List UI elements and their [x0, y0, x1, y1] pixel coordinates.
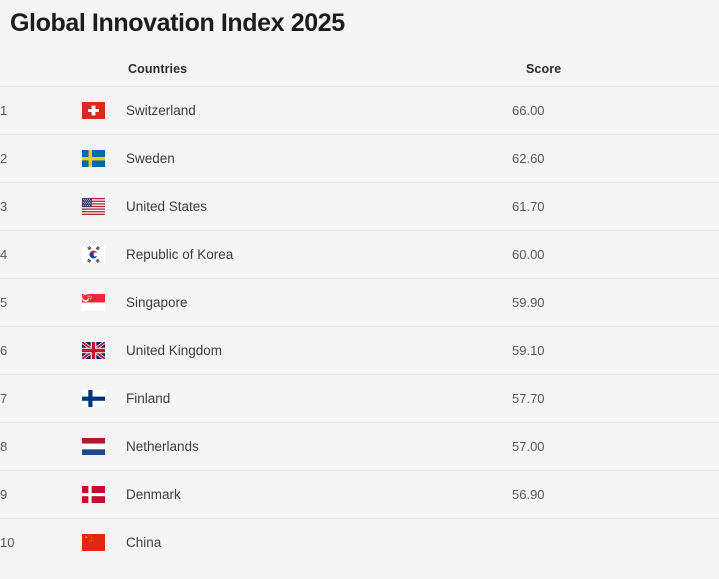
table-row[interactable]: 1 Switzerland 66.00 [0, 86, 719, 135]
cell-rank: 8 [0, 439, 8, 454]
cell-flag [82, 231, 126, 279]
cell-rank: 2 [0, 151, 8, 166]
cell-rank: 4 [0, 247, 8, 262]
flag-switzerland-icon [82, 102, 105, 119]
page-title: Global Innovation Index 2025 [10, 9, 345, 37]
cell-score: 59.90 [512, 295, 545, 310]
cell-rank: 7 [0, 391, 8, 406]
cell-score: 57.00 [512, 439, 545, 454]
table-row[interactable]: 3 United States 61.70 [0, 182, 719, 231]
column-header-flag [82, 52, 126, 87]
cell-flag [82, 375, 126, 423]
cell-flag [82, 423, 126, 471]
table-row[interactable]: 10 China [0, 518, 719, 567]
cell-country[interactable]: Netherlands [126, 439, 199, 454]
flag-united-states-icon [82, 198, 105, 215]
flag-south-korea-icon [82, 246, 105, 263]
cell-country[interactable]: Singapore [126, 295, 188, 310]
table-body: 1 Switzerland 66.00 2 Sweden 62.60 3 United Sta… [0, 86, 719, 567]
cell-country[interactable]: Finland [126, 391, 171, 406]
cell-country[interactable]: Denmark [126, 487, 181, 502]
cell-country[interactable]: Sweden [126, 151, 175, 166]
flag-singapore-icon [82, 294, 105, 311]
cell-flag [82, 279, 126, 327]
innovation-index-table: Countries Score 1 Switzerland 66.00 2 Sweden… [0, 52, 719, 567]
cell-score [512, 519, 719, 567]
table-row[interactable]: 6 United Kingdom 59.10 [0, 326, 719, 375]
cell-score: 61.70 [512, 199, 545, 214]
cell-score: 59.10 [512, 343, 545, 358]
cell-rank: 9 [0, 487, 8, 502]
flag-netherlands-icon [82, 438, 105, 455]
cell-score: 62.60 [512, 151, 545, 166]
cell-flag [82, 471, 126, 519]
column-header-countries: Countries [128, 62, 188, 76]
cell-score: 57.70 [512, 391, 545, 406]
cell-flag [82, 183, 126, 231]
table-header-row: Countries Score [0, 52, 719, 87]
cell-rank: 1 [0, 103, 8, 118]
column-header-rank [0, 52, 82, 87]
cell-country[interactable]: United States [126, 199, 208, 214]
cell-rank: 10 [0, 535, 15, 551]
table-header: Countries Score [0, 52, 719, 87]
table-row[interactable]: 8 Netherlands 57.00 [0, 422, 719, 471]
cell-country[interactable]: China [126, 535, 162, 551]
cell-rank: 5 [0, 295, 8, 310]
table-row[interactable]: 9 Denmark 56.90 [0, 470, 719, 519]
cell-flag [82, 135, 126, 183]
table-row[interactable]: 2 Sweden 62.60 [0, 134, 719, 183]
table-row[interactable]: 7 Finland 57.70 [0, 374, 719, 423]
cell-flag [82, 87, 126, 135]
cell-rank: 6 [0, 343, 8, 358]
flag-china-icon [82, 534, 105, 552]
cell-score: 56.90 [512, 487, 545, 502]
flag-denmark-icon [82, 486, 105, 503]
flag-united-kingdom-icon [82, 342, 105, 359]
cell-country[interactable]: Republic of Korea [126, 247, 234, 262]
cell-score: 60.00 [512, 247, 545, 262]
cell-flag [82, 519, 126, 567]
table-row[interactable]: 4 Republic of Korea 60.00 [0, 230, 719, 279]
table-row[interactable]: 5 Singapore 59.90 [0, 278, 719, 327]
column-header-score: Score [526, 62, 562, 76]
cell-flag [82, 327, 126, 375]
cell-country[interactable]: United Kingdom [126, 343, 223, 358]
cell-rank: 3 [0, 199, 8, 214]
flag-finland-icon [82, 390, 105, 407]
cell-country[interactable]: Switzerland [126, 103, 196, 118]
cell-score: 66.00 [512, 103, 545, 118]
flag-sweden-icon [82, 150, 105, 167]
